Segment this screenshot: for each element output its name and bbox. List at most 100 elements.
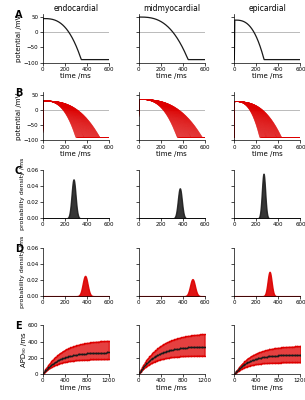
Point [294,352,299,358]
Point [80,351,85,357]
Point [42,369,47,375]
Point [192,332,197,338]
Point [53,354,58,360]
Point [264,360,268,366]
Point [151,359,156,365]
Point [271,360,276,366]
Point [86,340,91,346]
Point [286,359,291,366]
Point [44,368,48,374]
Point [141,362,146,368]
Point [57,350,62,357]
Point [241,362,246,368]
Point [81,340,85,347]
Point [289,352,294,358]
Point [61,355,66,361]
Point [271,353,276,359]
Point [60,359,65,366]
Point [282,352,287,358]
Point [196,344,201,350]
Point [275,359,280,366]
Point [141,365,146,372]
Point [57,356,62,363]
Point [48,363,52,369]
Point [249,362,254,368]
Point [271,345,276,352]
Point [48,360,52,366]
Point [61,348,66,354]
Point [273,360,278,366]
Point [201,343,206,350]
Point [281,359,286,366]
Point [165,339,170,345]
Point [61,348,66,354]
Point [175,354,180,360]
Point [81,356,86,363]
Point [160,350,165,356]
Point [295,352,300,358]
Point [97,350,102,356]
Point [237,364,242,370]
Point [41,370,46,376]
Point [103,356,108,362]
Point [201,331,206,337]
Point [143,358,148,364]
Point [284,359,289,366]
Point [105,338,110,344]
Point [251,362,256,368]
Point [66,345,71,352]
Point [248,362,253,369]
Point [160,342,165,348]
Y-axis label: potential /mV: potential /mV [16,15,22,62]
Point [78,341,83,348]
Point [149,356,153,362]
Point [174,354,178,360]
Point [61,355,66,361]
Point [261,360,266,366]
Point [67,353,72,359]
Point [255,361,260,367]
Point [234,368,239,375]
Point [290,352,295,358]
Point [147,361,152,367]
Point [153,353,158,360]
X-axis label: time /ms: time /ms [156,151,187,157]
Point [53,362,58,368]
Y-axis label: probability density /ms: probability density /ms [20,236,25,308]
Point [98,356,102,362]
Point [179,334,184,340]
Point [88,356,93,363]
Point [171,354,176,360]
Point [103,338,108,344]
Point [288,352,292,358]
Point [103,349,108,356]
Point [296,352,301,358]
Point [91,356,96,362]
Point [43,368,48,374]
Point [103,349,108,356]
Point [137,370,142,376]
Point [274,360,278,366]
Point [238,366,242,373]
Point [91,350,96,356]
Y-axis label: probability density /ms: probability density /ms [20,158,25,230]
Point [100,356,105,362]
Point [156,344,161,350]
Point [145,355,150,362]
Point [48,362,53,368]
Point [169,354,174,360]
Point [83,340,88,346]
Point [192,344,197,350]
Point [170,346,175,353]
Point [149,360,153,366]
Point [283,359,288,366]
Point [77,351,82,358]
Point [157,344,162,350]
Point [73,357,77,364]
Point [95,350,99,356]
Point [155,345,160,352]
Point [269,346,274,352]
Point [97,338,102,345]
Point [42,367,47,374]
Point [243,364,248,370]
